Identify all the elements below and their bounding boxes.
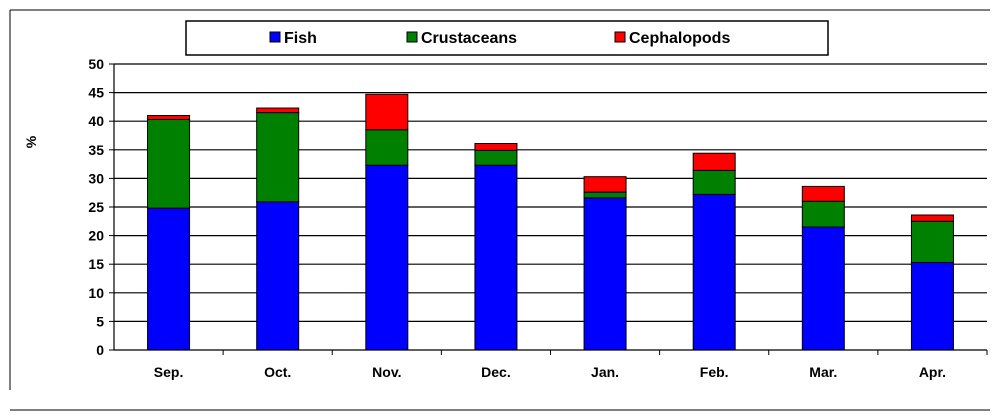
x-tick-label: Apr. — [919, 364, 946, 380]
bar-segment-cephalopods — [365, 93, 409, 131]
legend-swatch-crustaceans — [406, 31, 418, 43]
y-tick-label: 30 — [88, 170, 104, 186]
bar-segment-crustaceans — [474, 149, 518, 166]
bar-segment-fish — [256, 201, 300, 351]
y-tick-label: 5 — [96, 313, 104, 329]
y-tick-label: 50 — [88, 56, 104, 72]
y-tick-label: 10 — [88, 285, 104, 301]
x-tick-label: Dec. — [481, 364, 511, 380]
legend-label-fish: Fish — [284, 30, 317, 47]
legend-label-crustaceans: Crustaceans — [421, 30, 517, 47]
legend-label-cephalopods: Cephalopods — [629, 30, 730, 47]
bar-segment-fish — [583, 197, 627, 351]
bar-segment-fish — [910, 261, 954, 351]
bar-segment-crustaceans — [910, 220, 954, 263]
y-axis-label: % — [23, 135, 39, 148]
bar-segment-crustaceans — [801, 200, 845, 228]
bar-segment-cephalopods — [910, 214, 954, 222]
y-tick-label: 25 — [88, 199, 104, 215]
y-tick-labels: 0 5 10 15 20 25 30 35 40 45 50 — [88, 56, 104, 358]
legend-swatch-cephalopods — [614, 31, 626, 43]
bar-segment-cephalopods — [256, 107, 300, 114]
bar-segment-crustaceans — [365, 129, 409, 166]
y-tick-label: 15 — [88, 256, 104, 272]
y-tick-label: 40 — [88, 113, 104, 129]
legend-swatch-fish — [269, 31, 281, 43]
bar-segment-fish — [692, 193, 736, 351]
x-tick-label: Oct. — [264, 364, 291, 380]
y-tick-label: 45 — [88, 85, 104, 101]
bar-segment-crustaceans — [147, 118, 191, 209]
bar-segment-cephalopods — [801, 185, 845, 202]
bar-segment-fish — [365, 164, 409, 351]
x-tick-label: Sep. — [154, 364, 184, 380]
x-tick-labels: Sep. Oct. Nov. Dec. Jan. Feb. Mar. Apr. — [154, 350, 988, 380]
x-tick-label: Feb. — [700, 364, 729, 380]
bar-segment-cephalopods — [692, 152, 736, 171]
bar-segment-crustaceans — [692, 169, 736, 195]
bar-segment-fish — [801, 226, 845, 351]
legend: Fish Crustaceans Cephalopods — [185, 20, 829, 56]
bar-segment-crustaceans — [256, 112, 300, 203]
y-tick-label: 35 — [88, 142, 104, 158]
bar-segment-cephalopods — [147, 114, 191, 120]
legend-box — [185, 20, 829, 56]
bar-segment-fish — [147, 207, 191, 351]
bar-segment-crustaceans — [583, 191, 627, 199]
gridlines — [109, 63, 987, 351]
bar-segment-fish — [474, 164, 518, 351]
bar-segment-cephalopods — [583, 176, 627, 193]
x-tick-label: Mar. — [809, 364, 837, 380]
y-tick-label: 20 — [88, 228, 104, 244]
bar-segment-cephalopods — [474, 143, 518, 151]
x-tick-label: Nov. — [372, 364, 401, 380]
y-tick-label: 0 — [96, 342, 104, 358]
bars — [147, 93, 954, 351]
x-tick-label: Jan. — [591, 364, 619, 380]
